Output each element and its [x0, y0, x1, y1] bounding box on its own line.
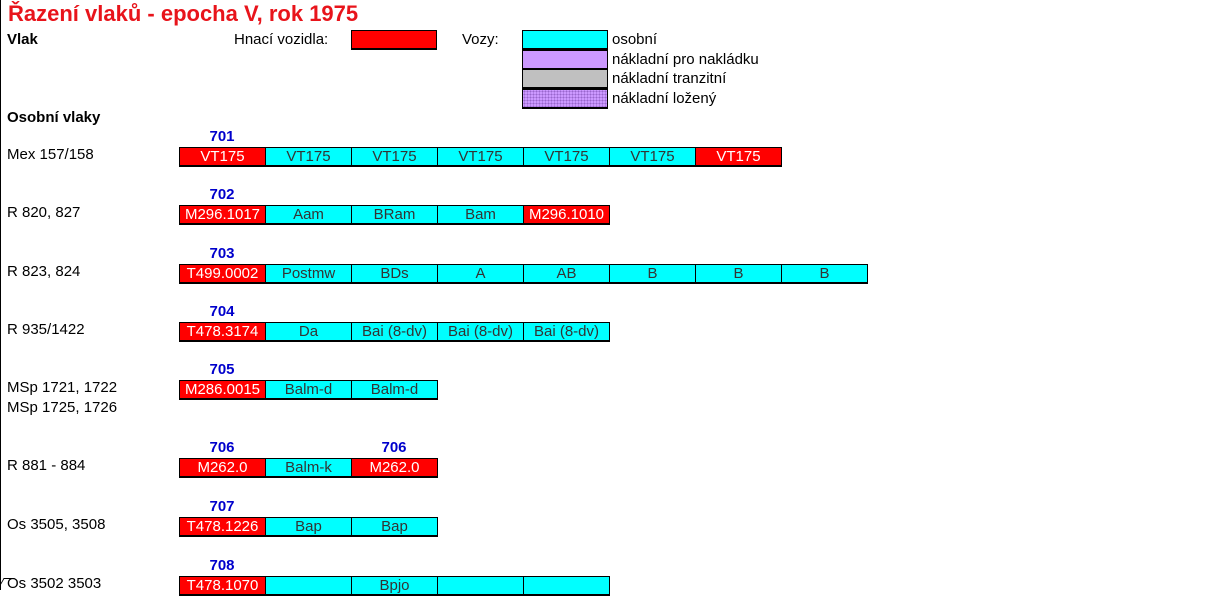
car-cell: VT175 — [265, 147, 352, 167]
car-cell: VT175 — [523, 147, 610, 167]
car-cell: A — [437, 264, 524, 284]
train-number-tag: 701 — [209, 128, 235, 145]
car-cell: BDs — [351, 264, 438, 284]
train-number-tag: 702 — [209, 186, 235, 203]
car-cell: B — [609, 264, 696, 284]
hnaci-vozidla-swatch — [351, 30, 437, 50]
locomotive-cell: M296.1010 — [523, 205, 610, 225]
locomotive-cell: T499.0002 — [179, 264, 266, 284]
train-number-tag: 707 — [209, 498, 235, 515]
car-cell: Bap — [351, 517, 438, 537]
car-cell: Balm-d — [351, 380, 438, 400]
car-cell: Bap — [265, 517, 352, 537]
car-cell: B — [781, 264, 868, 284]
locomotive-cell: VT175 — [179, 147, 266, 167]
train-label: MSp 1725, 1726 — [7, 399, 118, 416]
train-label: R 881 - 884 — [7, 457, 86, 474]
car-cell: Bam — [437, 205, 524, 225]
train-number-tag: 708 — [209, 557, 235, 574]
legend-label-osobni: osobní — [612, 31, 658, 48]
vlak-header: Vlak — [7, 31, 38, 48]
train-label: MSp 1721, 1722 — [7, 379, 118, 396]
section-title-osobni-vlaky: Osobní vlaky — [7, 109, 101, 126]
vozy-label: Vozy: — [462, 31, 499, 48]
train-label: R 823, 824 — [7, 263, 81, 280]
legend-label-nakladni-lozeny: nákladní ložený — [612, 90, 717, 107]
locomotive-cell: M262.0 — [179, 458, 266, 478]
car-cell: Bpjo — [351, 576, 438, 596]
train-label: Os 3505, 3508 — [7, 516, 106, 533]
locomotive-cell: T478.1226 — [179, 517, 266, 537]
legend-swatch-osobni — [522, 30, 608, 50]
car-cell: Da — [265, 322, 352, 342]
car-cell: AB — [523, 264, 610, 284]
locomotive-cell: M296.1017 — [179, 205, 266, 225]
legend-swatch-nakladni-tranzitni — [522, 69, 608, 89]
locomotive-cell: M286.0015 — [179, 380, 266, 400]
train-number-tag: 706 — [381, 439, 407, 456]
car-cell: Aam — [265, 205, 352, 225]
car-cell: Bai (8-dv) — [523, 322, 610, 342]
legend-swatch-nakladni-pro-nakladku — [522, 50, 608, 70]
train-number-tag: 706 — [209, 439, 235, 456]
train-label: Os 3502 3503 — [7, 575, 102, 592]
car-cell: Postmw — [265, 264, 352, 284]
train-number-tag: 704 — [209, 303, 235, 320]
locomotive-cell: T478.3174 — [179, 322, 266, 342]
car-cell — [437, 576, 524, 596]
legend-swatch-nakladni-lozeny — [522, 89, 608, 109]
train-label: R 935/1422 — [7, 321, 85, 338]
car-cell: B — [695, 264, 782, 284]
sheet-left-border — [0, 0, 1, 590]
car-cell — [265, 576, 352, 596]
car-cell: Bai (8-dv) — [437, 322, 524, 342]
legend-label-nakladni-pro-nakladku: nákladní pro nakládku — [612, 51, 759, 68]
train-label: Mex 157/158 — [7, 146, 94, 163]
train-label: R 820, 827 — [7, 204, 81, 221]
train-number-tag: 705 — [209, 361, 235, 378]
car-cell: Balm-k — [265, 458, 352, 478]
car-cell — [523, 576, 610, 596]
car-cell: VT175 — [351, 147, 438, 167]
car-cell: Bai (8-dv) — [351, 322, 438, 342]
car-cell: VT175 — [609, 147, 696, 167]
car-cell: Balm-d — [265, 380, 352, 400]
locomotive-cell: T478.1070 — [179, 576, 266, 596]
train-number-tag: 703 — [209, 245, 235, 262]
legend-label-nakladni-tranzitni: nákladní tranzitní — [612, 70, 727, 87]
hnaci-vozidla-label: Hnací vozidla: — [234, 31, 329, 48]
car-cell: VT175 — [437, 147, 524, 167]
locomotive-cell: M262.0 — [351, 458, 438, 478]
locomotive-cell: VT175 — [695, 147, 782, 167]
page-title: Řazení vlaků - epocha V, rok 1975 — [8, 1, 359, 26]
car-cell: BRam — [351, 205, 438, 225]
